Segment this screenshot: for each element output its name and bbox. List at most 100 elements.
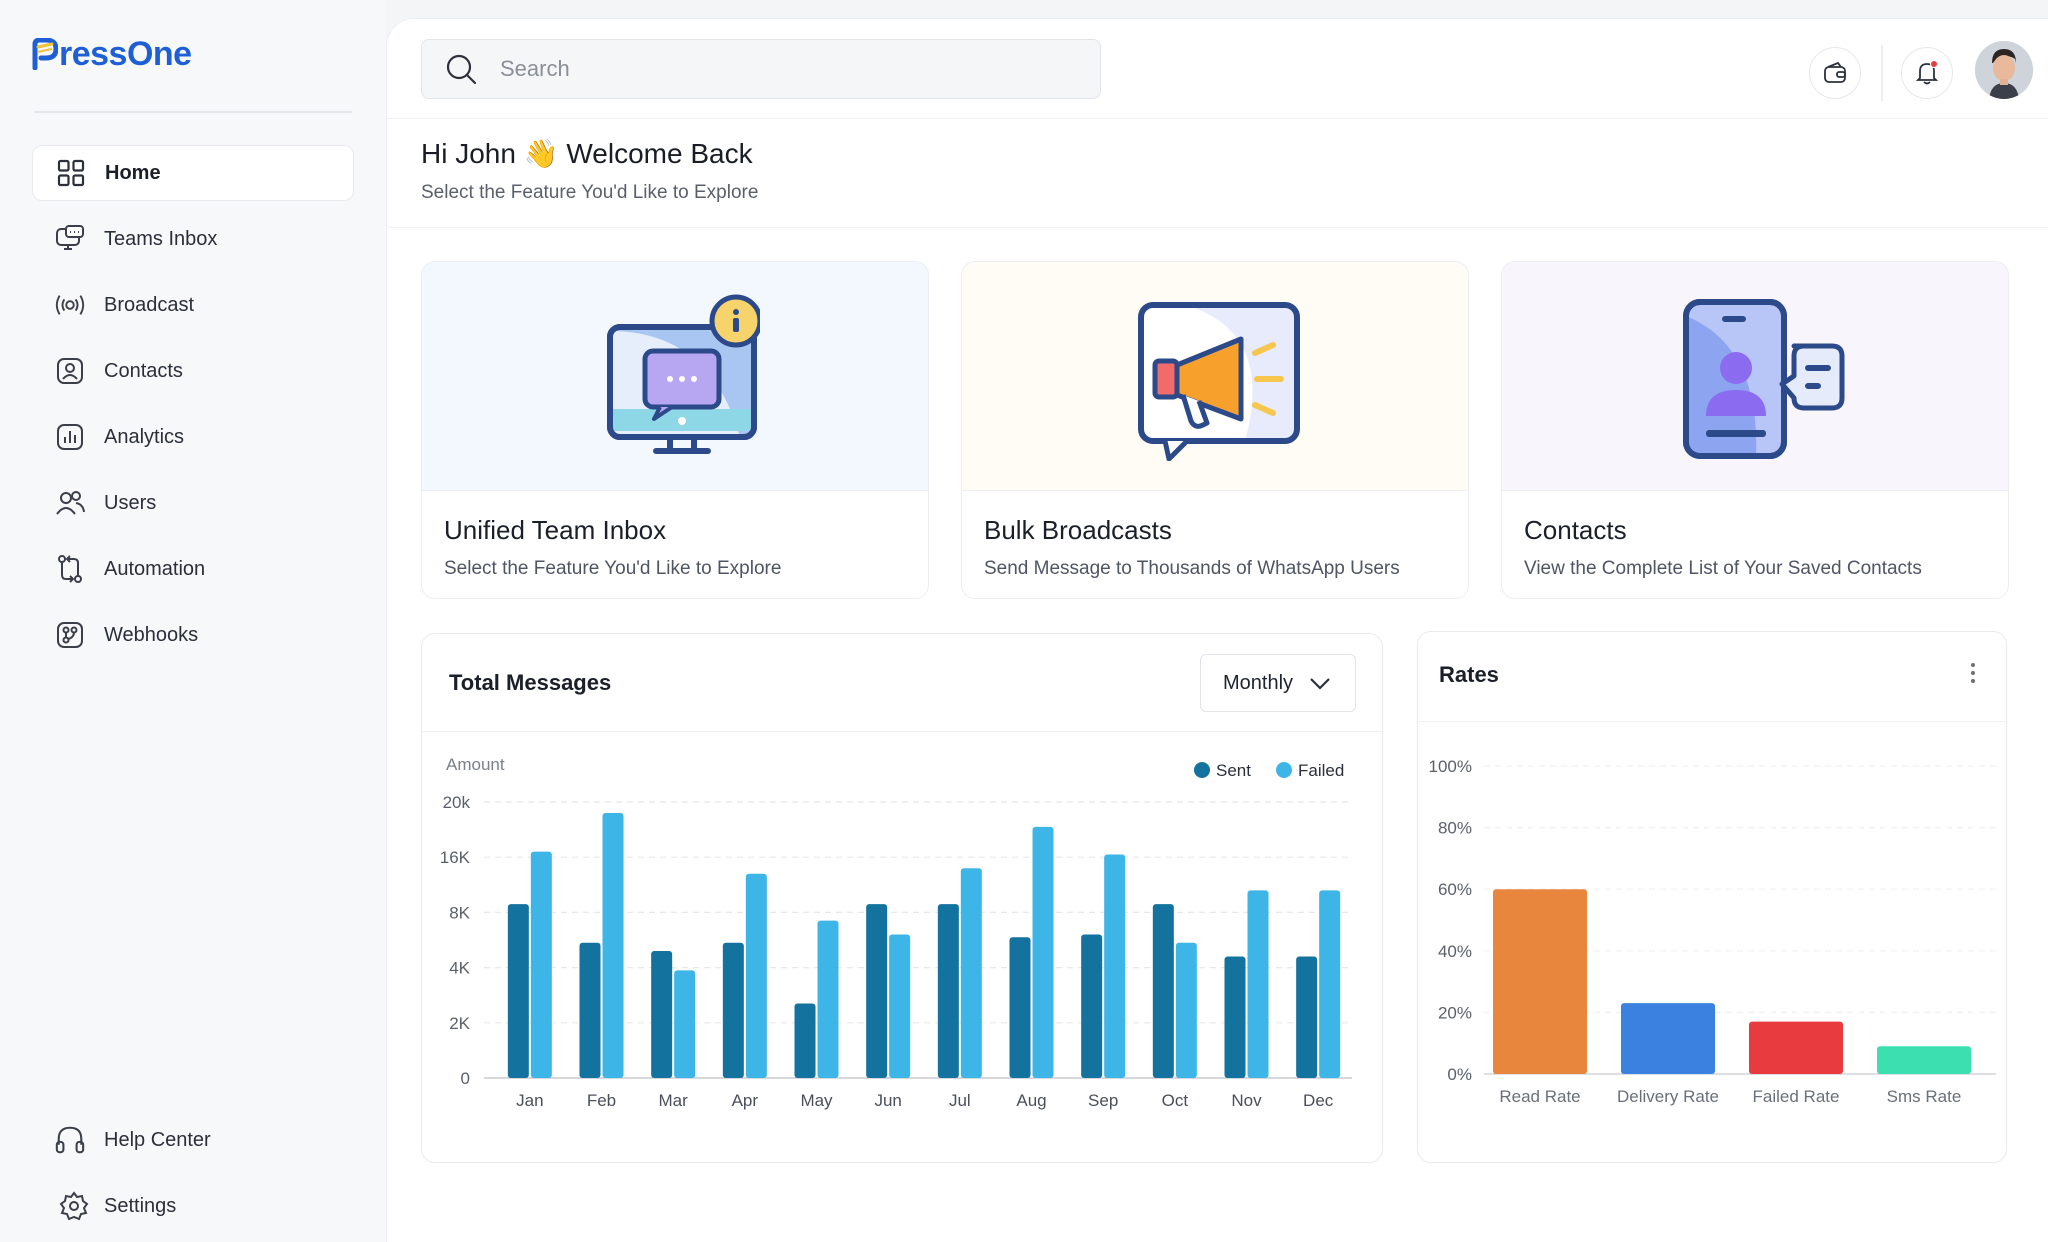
x-tick-label: Delivery Rate: [1617, 1087, 1719, 1106]
grid-icon: [55, 157, 87, 189]
y-tick-label: 0%: [1447, 1065, 1472, 1084]
sidebar-item-label: Analytics: [104, 425, 185, 448]
panel-header: Total Messages Monthly: [422, 634, 1382, 732]
sidebar-item-broadcast[interactable]: Broadcast: [32, 277, 354, 333]
sidebar-item-label: Automation: [104, 557, 206, 580]
bar-sent-dec: [1296, 956, 1318, 1078]
logo-mark-icon: [32, 38, 58, 70]
x-tick-label: Oct: [1162, 1091, 1189, 1110]
bar-failed-oct: [1175, 942, 1197, 1078]
legend-swatch: [1194, 762, 1210, 778]
x-tick-label: Feb: [587, 1091, 616, 1110]
bar-failed-aug: [1032, 826, 1054, 1078]
rates-panel: Rates 0% 20% 40% 60% 80% 100% Read Rate Deliver…: [1417, 631, 2007, 1163]
legend-label: Failed: [1298, 761, 1344, 780]
sidebar-item-label: Help Center: [104, 1128, 211, 1151]
period-dropdown[interactable]: Monthly: [1200, 654, 1356, 712]
sidebar-item-users[interactable]: Users: [32, 475, 354, 531]
y-tick-label: 60%: [1438, 880, 1472, 899]
panel-title: Rates: [1439, 662, 1499, 687]
sidebar: ressOne Home Teams Inbox: [0, 0, 386, 1242]
bar-sent-may: [794, 1003, 816, 1078]
y-tick-label: 4K: [449, 959, 470, 978]
legend-swatch: [1276, 762, 1292, 778]
bar-sent-feb: [579, 942, 601, 1078]
sidebar-item-automation[interactable]: Automation: [32, 541, 354, 597]
sidebar-item-contacts[interactable]: Contacts: [32, 343, 354, 399]
y-axis-label: Amount: [446, 755, 505, 774]
y-tick-label: 100%: [1429, 757, 1472, 776]
card-title: Bulk Broadcasts: [984, 515, 1172, 545]
avatar[interactable]: [1975, 41, 2033, 99]
sidebar-item-home[interactable]: Home: [32, 145, 354, 201]
rates-chart: 0% 20% 40% 60% 80% 100% Read Rate Delivery Rate…: [1429, 757, 1996, 1106]
bar-failed-jun: [889, 934, 911, 1078]
y-tick-label: 20k: [443, 793, 471, 812]
webhook-icon: [54, 619, 86, 651]
bar-sent-jan: [507, 904, 529, 1078]
headset-icon: [54, 1124, 86, 1156]
sidebar-item-webhooks[interactable]: Webhooks: [32, 607, 354, 663]
phone-contact-illustration-icon: [1683, 299, 1845, 459]
x-tick-label: Read Rate: [1499, 1087, 1580, 1106]
card-illustration-area: [1502, 262, 2008, 490]
x-tick-label: Dec: [1303, 1091, 1334, 1110]
card-illustration-area: [422, 262, 928, 490]
bar-sent-apr: [722, 942, 744, 1078]
x-tick-label: Jul: [949, 1091, 971, 1110]
bar-sent-mar: [651, 951, 673, 1078]
x-tick-label: Sms Rate: [1887, 1087, 1962, 1106]
y-tick-label: 16K: [440, 848, 471, 867]
card-body: Unified Team Inbox Select the Feature Yo…: [422, 490, 928, 580]
monitor-chat-illustration-icon: [607, 294, 760, 454]
x-tick-label: Apr: [732, 1091, 759, 1110]
notifications-button[interactable]: [1901, 47, 1953, 99]
search-bar[interactable]: [421, 39, 1101, 99]
x-tick-label: May: [800, 1091, 833, 1110]
contact-card-icon: [54, 355, 86, 387]
sidebar-item-analytics[interactable]: Analytics: [32, 409, 354, 465]
bar-sent-aug: [1009, 937, 1031, 1078]
card-title: Contacts: [1524, 515, 1627, 545]
brand-logo[interactable]: ressOne: [32, 30, 192, 78]
feature-card-team-inbox[interactable]: Unified Team Inbox Select the Feature Yo…: [421, 261, 929, 599]
sidebar-item-label: Users: [104, 491, 157, 514]
x-tick-label: Sep: [1088, 1091, 1118, 1110]
x-tick-label: Failed Rate: [1753, 1087, 1840, 1106]
sidebar-item-teams-inbox[interactable]: Teams Inbox: [32, 211, 354, 267]
y-tick-label: 2K: [449, 1014, 470, 1033]
sidebar-item-help-center[interactable]: Help Center: [32, 1112, 354, 1168]
users-icon: [54, 487, 86, 519]
user-avatar-icon: [1975, 41, 2033, 99]
bell-icon: [1915, 60, 1939, 85]
search-input[interactable]: [500, 56, 1060, 82]
feature-card-contacts[interactable]: Contacts View the Complete List of Your …: [1501, 261, 2009, 599]
main-content: Hi John 👋 Welcome Back Select the Featur…: [386, 18, 2048, 1242]
card-body: Bulk Broadcasts Send Message to Thousand…: [962, 490, 1468, 580]
sidebar-item-settings[interactable]: Settings: [32, 1178, 354, 1234]
sidebar-divider: [34, 111, 352, 113]
bar-failed-mar: [674, 970, 696, 1078]
bar-failed-sep: [1104, 854, 1126, 1078]
chat-monitor-icon: [54, 223, 86, 255]
y-tick-label: 20%: [1438, 1003, 1472, 1022]
search-icon: [446, 54, 477, 85]
period-dropdown-value: Monthly: [1223, 671, 1294, 694]
wallet-button[interactable]: [1809, 47, 1861, 99]
x-tick-label: Jan: [516, 1091, 543, 1110]
more-options-icon[interactable]: [1970, 662, 1976, 684]
sidebar-item-label: Settings: [104, 1194, 177, 1217]
card-description: View the Complete List of Your Saved Con…: [1524, 558, 1922, 579]
bar-failed-dec: [1319, 890, 1341, 1078]
legend-label: Sent: [1216, 761, 1251, 780]
feature-card-bulk-broadcasts[interactable]: Bulk Broadcasts Send Message to Thousand…: [961, 261, 1469, 599]
bar-failed-jul: [960, 868, 982, 1078]
y-tick-label: 8K: [449, 903, 470, 922]
card-title: Unified Team Inbox: [444, 515, 667, 545]
bar-sent-jun: [866, 904, 888, 1078]
welcome-subtitle: Select the Feature You'd Like to Explore: [421, 182, 759, 203]
section-divider: [387, 227, 2048, 228]
sidebar-item-label: Teams Inbox: [104, 227, 218, 250]
sidebar-item-label: Contacts: [104, 359, 183, 382]
bar-delivery-rate: [1621, 1003, 1715, 1074]
